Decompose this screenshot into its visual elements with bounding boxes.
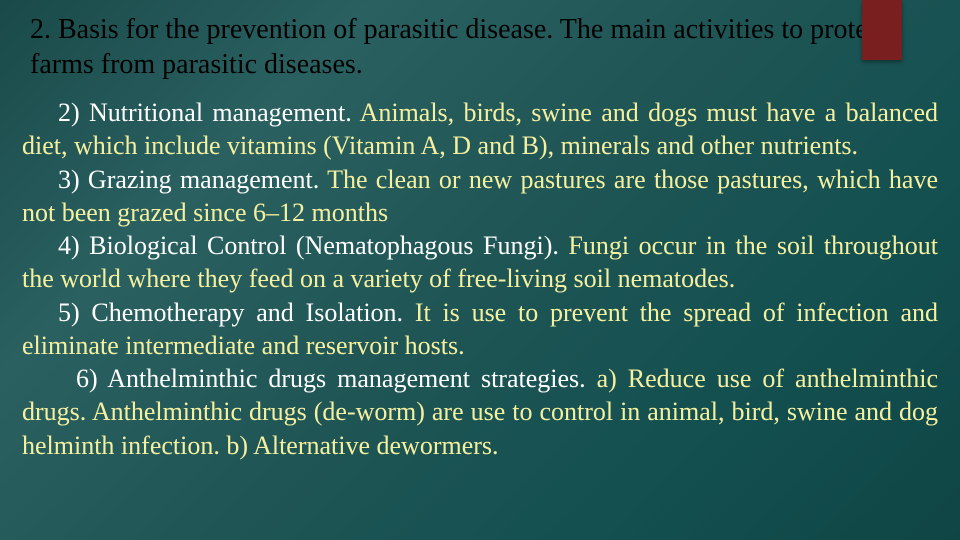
item-lead: 2) Nutritional management.	[58, 98, 360, 127]
content-item-5: 5) Chemotherapy and Isolation. It is use…	[22, 296, 938, 363]
content-item-3: 3) Grazing management. The clean or new …	[22, 163, 938, 230]
slide-title: 2. Basis for the prevention of parasitic…	[30, 12, 920, 82]
item-lead: 5) Chemotherapy and Isolation.	[58, 298, 415, 327]
content-item-2: 2) Nutritional management. Animals, bird…	[22, 96, 938, 163]
content-item-4: 4) Biological Control (Nematophagous Fun…	[22, 229, 938, 296]
accent-block	[862, 0, 902, 60]
slide-content: 2) Nutritional management. Animals, bird…	[0, 90, 960, 462]
item-lead: 6) Anthelminthic drugs management strate…	[76, 364, 597, 393]
item-lead: 4) Biological Control (Nematophagous Fun…	[58, 231, 568, 260]
content-item-6: 6) Anthelminthic drugs management strate…	[22, 362, 938, 462]
item-lead: 3) Grazing management.	[58, 165, 327, 194]
slide-header: 2. Basis for the prevention of parasitic…	[0, 0, 960, 90]
